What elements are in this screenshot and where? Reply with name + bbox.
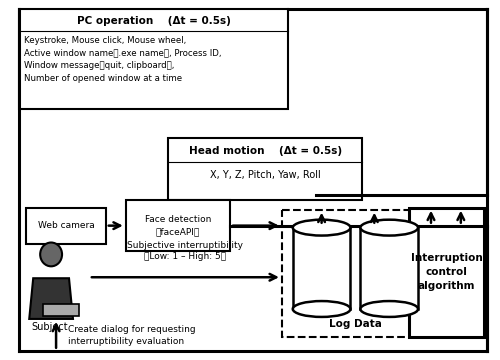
- Text: Interruption
control
algorithm: Interruption control algorithm: [410, 253, 482, 291]
- Text: Keystroke, Mouse click, Mouse wheel,
Active window name（.exe name）, Process ID,
: Keystroke, Mouse click, Mouse wheel, Act…: [24, 36, 222, 82]
- Bar: [282, 210, 429, 337]
- Text: Web camera: Web camera: [38, 221, 94, 230]
- Text: Subject: Subject: [31, 322, 68, 332]
- Ellipse shape: [360, 220, 418, 235]
- Bar: [360, 228, 418, 309]
- Text: PC operation    (Δt = 0.5s): PC operation (Δt = 0.5s): [76, 16, 231, 26]
- Polygon shape: [43, 304, 79, 316]
- Bar: [20, 9, 288, 109]
- Text: Subjective interruptibility
（Low: 1 – High: 5）: Subjective interruptibility （Low: 1 – Hi…: [128, 240, 244, 261]
- Ellipse shape: [293, 301, 350, 317]
- Bar: [409, 208, 484, 337]
- Bar: [126, 200, 230, 251]
- Text: Create dialog for requesting
interruptibility evaluation: Create dialog for requesting interruptib…: [68, 325, 196, 346]
- Ellipse shape: [293, 220, 350, 235]
- Ellipse shape: [360, 301, 418, 317]
- Bar: [293, 228, 350, 309]
- Bar: [26, 208, 106, 243]
- Text: Head motion    (Δt = 0.5s): Head motion (Δt = 0.5s): [189, 146, 342, 156]
- Ellipse shape: [40, 243, 62, 266]
- Text: X, Y, Z, Pitch, Yaw, Roll: X, Y, Z, Pitch, Yaw, Roll: [210, 170, 321, 180]
- Text: Face detection
（faceAPI）: Face detection （faceAPI）: [144, 215, 211, 236]
- Text: Log Data: Log Data: [329, 319, 382, 329]
- Bar: [168, 138, 362, 200]
- Polygon shape: [29, 278, 73, 319]
